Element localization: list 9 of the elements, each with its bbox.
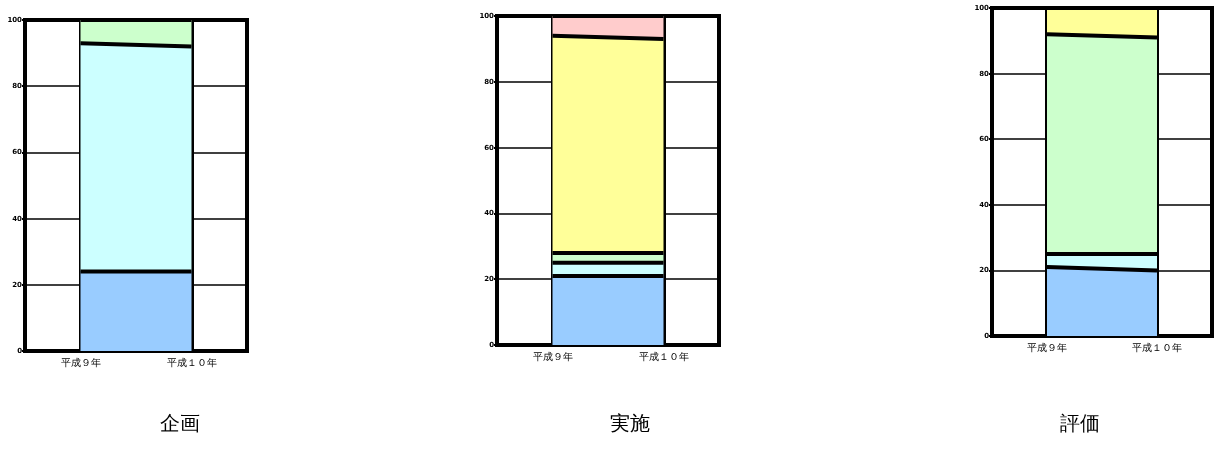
text: 企画 xyxy=(160,411,200,435)
x-tick-label: 平成９年 xyxy=(1027,341,1067,353)
x-tick-label: 平成１０年 xyxy=(166,356,217,368)
text: 評価 xyxy=(1060,411,1100,435)
x-tick-label: 平成１０年 xyxy=(1132,341,1182,353)
x-tick-label: 平成１０年 xyxy=(638,350,689,362)
x-tick-label: 平成９年 xyxy=(60,356,101,368)
text: 実施 xyxy=(610,411,650,435)
x-tick-label: 平成９年 xyxy=(532,350,573,362)
